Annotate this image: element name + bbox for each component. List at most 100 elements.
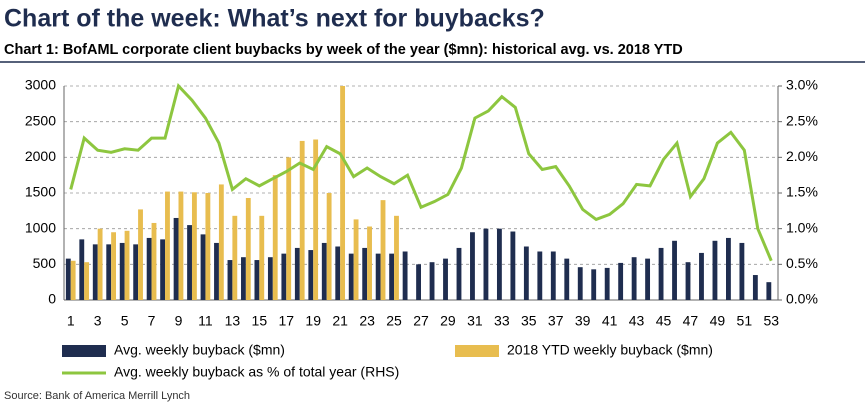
y2-tick-label: 1.5%: [786, 184, 818, 200]
bar: [367, 226, 372, 300]
x-tick-label: 15: [252, 313, 268, 329]
bar: [272, 175, 278, 300]
bar: [241, 257, 246, 300]
y-tick-label: 2500: [25, 112, 56, 128]
x-tick-label: 17: [278, 313, 294, 329]
bar: [259, 215, 265, 300]
x-tick-label: 5: [121, 313, 129, 329]
bar: [245, 197, 251, 300]
bar: [353, 219, 359, 300]
chart-subtitle: Chart 1: BofAML corporate client buyback…: [4, 42, 683, 58]
bar: [321, 242, 327, 300]
bar: [178, 191, 184, 300]
bar: [375, 253, 381, 300]
y2-tick-label: 2.5%: [786, 112, 818, 128]
legend-label: Avg. weekly buyback as % of total year (…: [114, 364, 399, 380]
bar: [496, 228, 502, 300]
y-tick-label: 1000: [25, 219, 56, 235]
bar: [218, 184, 224, 300]
x-tick-label: 1: [67, 313, 75, 329]
x-tick-label: 35: [521, 313, 537, 329]
bar: [97, 228, 103, 300]
bar: [712, 240, 718, 300]
source: Source: Bank of America Merrill Lynch: [4, 390, 190, 402]
y2-tick-label: 0.0%: [786, 291, 818, 307]
line: [69, 82, 773, 262]
x-tick-label: 11: [198, 313, 213, 329]
bar: [111, 232, 117, 300]
x-tick-label: 47: [683, 313, 699, 329]
x-tick-label: 51: [737, 313, 753, 329]
x-tick-label: 31: [467, 313, 483, 329]
bar: [133, 244, 139, 300]
bar: [146, 237, 152, 300]
y2-tick-label: 1.0%: [786, 219, 818, 235]
y-tick-label: 1500: [25, 184, 56, 200]
bar: [394, 215, 399, 300]
x-tick-label: 45: [656, 313, 672, 329]
bar: [591, 269, 597, 300]
bar: [92, 244, 98, 300]
x-tick-label: 29: [440, 313, 456, 329]
bar: [299, 140, 305, 300]
bar: [187, 225, 192, 300]
x-tick-label: 43: [629, 313, 645, 329]
bar: [286, 157, 292, 300]
bar: [510, 231, 516, 300]
bar: [672, 240, 677, 300]
x-tick-label: 33: [494, 313, 510, 329]
bar: [214, 242, 219, 300]
y2-tick-label: 0.5%: [786, 255, 818, 271]
bar: [362, 247, 368, 300]
bar: [267, 257, 273, 300]
bar: [106, 244, 112, 300]
bar: [752, 275, 758, 300]
bar: [173, 217, 179, 300]
bar: [429, 262, 435, 300]
bar: [699, 252, 704, 300]
x-tick-label: 53: [763, 313, 779, 329]
x-tick-label: 7: [148, 313, 156, 329]
bar: [416, 264, 421, 300]
legend-label: 2018 YTD weekly buyback ($mn): [507, 342, 713, 358]
bar: [160, 239, 166, 300]
y-tick-label: 0: [48, 291, 56, 307]
bar: [537, 251, 543, 300]
bar: [550, 251, 556, 300]
bar: [348, 253, 354, 300]
bar: [443, 258, 448, 300]
bar: [380, 200, 386, 300]
bar: [658, 247, 664, 300]
bar: [604, 267, 610, 300]
bar: [389, 253, 395, 300]
x-tick-label: 49: [710, 313, 726, 329]
bar: [739, 242, 745, 300]
y2-tick-label: 2.0%: [786, 148, 818, 164]
bar: [766, 282, 772, 300]
x-tick-label: 3: [94, 313, 102, 329]
bar: [79, 239, 85, 300]
bar: [191, 192, 197, 300]
bar: [685, 262, 691, 300]
bar: [205, 193, 211, 300]
x-tick-label: 39: [575, 313, 591, 329]
legend-swatch: [455, 345, 499, 357]
bar: [523, 246, 529, 300]
x-tick-label: 19: [305, 313, 321, 329]
x-tick-label: 41: [602, 313, 618, 329]
bar: [402, 251, 408, 300]
x-tick-label: 37: [548, 313, 564, 329]
y-tick-label: 2000: [25, 148, 56, 164]
bar: [577, 267, 583, 300]
bar: [470, 232, 475, 300]
bar: [631, 257, 637, 300]
bar: [232, 215, 238, 300]
bar: [645, 258, 651, 300]
x-tick-label: 23: [359, 313, 375, 329]
bar: [200, 234, 206, 300]
bar: [138, 209, 143, 300]
bar: [254, 260, 260, 300]
x-tick-label: 21: [332, 313, 348, 329]
